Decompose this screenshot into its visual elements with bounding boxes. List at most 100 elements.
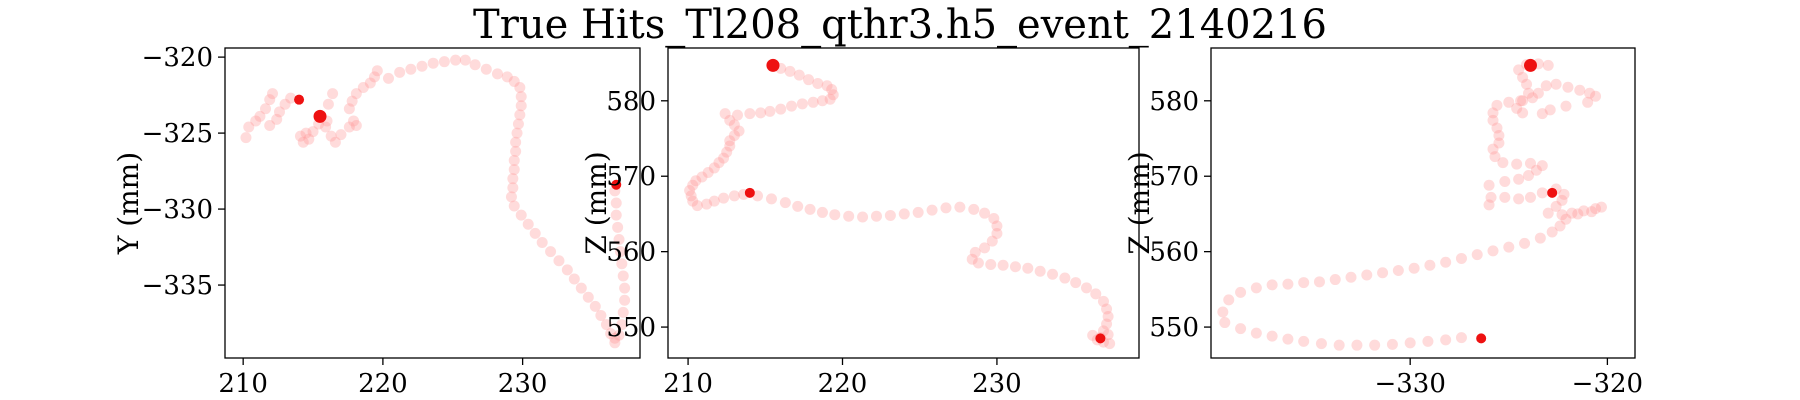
- hit-point: [1487, 107, 1499, 119]
- hit-point: [264, 120, 276, 131]
- x-tick-label: 210: [218, 369, 268, 399]
- hit-point: [979, 207, 991, 219]
- hit-point: [240, 132, 252, 144]
- hit-point: [1266, 330, 1278, 342]
- hit-point: [1590, 203, 1602, 215]
- hit-point: [986, 235, 998, 247]
- hit-point: [1542, 207, 1554, 219]
- hit-point: [616, 258, 628, 270]
- hit-point: [718, 152, 730, 164]
- y-tick-label: 580: [606, 87, 656, 117]
- plot-frame: [224, 47, 641, 359]
- hit-point: [724, 114, 736, 126]
- hit-point: [1513, 173, 1525, 185]
- y-tick-label: −325: [142, 119, 213, 149]
- hit-point: [991, 220, 1003, 232]
- hit-point: [575, 282, 587, 294]
- hit-point: [507, 173, 519, 185]
- points-1: [240, 54, 631, 349]
- hit-point: [491, 68, 503, 80]
- hit-point: [1562, 81, 1574, 93]
- subplot-1: 210 220 230 −320 −325 −330 −335 Y (mm): [112, 43, 641, 399]
- hit-point: [250, 115, 262, 127]
- hit-point: [511, 127, 523, 139]
- x-tick-label: 220: [818, 369, 868, 399]
- figure-title: True Hits_Tl208_qthr3.h5_event_2140216: [473, 2, 1327, 48]
- hit-point: [294, 130, 306, 142]
- y-tick-label: 550: [1149, 313, 1199, 343]
- hit-point: [1104, 338, 1116, 350]
- hit-point: [469, 59, 481, 71]
- hit-point: [1361, 269, 1373, 281]
- hit-point: [1424, 259, 1436, 271]
- hit-point: [1523, 87, 1535, 99]
- hit-point: [529, 227, 541, 239]
- hit-point: [1566, 207, 1578, 219]
- hit-point: [968, 203, 980, 215]
- hit-point: [1022, 262, 1034, 274]
- plot-frame: [667, 47, 1140, 359]
- hit-point: [733, 125, 745, 137]
- hit-point: [507, 182, 519, 194]
- hit-point: [1499, 176, 1511, 188]
- hit-point: [617, 270, 629, 282]
- hit-point: [1034, 265, 1046, 277]
- hit-point: [515, 209, 527, 221]
- hit-point: [713, 157, 725, 169]
- hit-point: [1369, 339, 1381, 351]
- y-tick-label: −335: [142, 271, 213, 301]
- hit-point: [515, 100, 527, 112]
- highlight-point: [766, 58, 780, 72]
- hit-point: [1440, 256, 1452, 268]
- hit-point: [728, 129, 740, 141]
- x-tick-label: 230: [972, 369, 1022, 399]
- x-tick-label: 220: [358, 369, 408, 399]
- hit-point: [1536, 160, 1548, 172]
- hit-point: [972, 257, 984, 269]
- y-axis-label: Y (mm): [112, 152, 145, 255]
- hit-point: [1595, 201, 1607, 213]
- hit-point: [827, 89, 839, 101]
- hit-point: [969, 246, 981, 258]
- hit-point: [1102, 329, 1114, 341]
- hit-point: [1497, 157, 1509, 169]
- hit-point: [1422, 335, 1434, 347]
- hit-point: [1491, 122, 1503, 134]
- hit-point: [812, 77, 824, 89]
- hit-point: [1483, 179, 1495, 191]
- hit-point: [691, 200, 703, 212]
- hit-point: [684, 185, 696, 197]
- hit-point: [260, 103, 272, 115]
- highlight-point: [744, 187, 755, 198]
- hit-point: [793, 69, 805, 81]
- hit-point: [926, 204, 938, 216]
- hit-point: [1298, 335, 1310, 347]
- hit-point: [508, 75, 520, 87]
- hit-point: [600, 319, 612, 331]
- hit-point: [1392, 265, 1404, 277]
- hit-point: [1517, 95, 1529, 107]
- hit-point: [508, 200, 520, 212]
- x-tick-label: 210: [663, 369, 713, 399]
- hit-point: [609, 332, 621, 344]
- hit-point: [522, 218, 534, 230]
- y-tick-label: 560: [606, 238, 656, 268]
- hit-point: [369, 71, 381, 83]
- hit-point: [1493, 129, 1505, 141]
- hit-point: [561, 264, 573, 276]
- x-tick-label: −330: [1374, 369, 1445, 399]
- hit-point: [438, 56, 450, 68]
- hit-point: [582, 291, 594, 303]
- points-3: [1217, 58, 1607, 351]
- hit-point: [508, 164, 520, 176]
- hit-point: [884, 209, 896, 221]
- hit-point: [796, 98, 808, 110]
- hit-point: [979, 242, 991, 254]
- y-tick-label: 570: [606, 162, 656, 192]
- hit-point: [327, 88, 339, 100]
- hit-point: [1511, 102, 1523, 114]
- hit-point: [1455, 252, 1467, 264]
- hit-point: [1556, 209, 1568, 221]
- hit-point: [416, 60, 428, 72]
